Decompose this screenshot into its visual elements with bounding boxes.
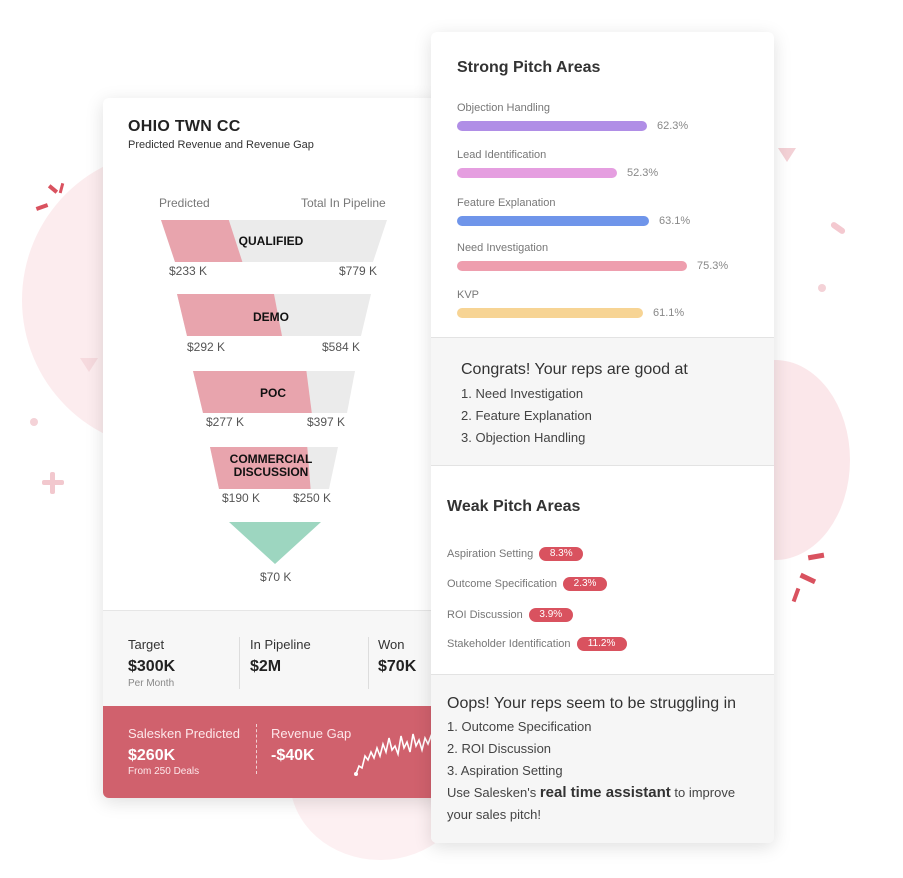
- weak-pitch-title: Weak Pitch Areas: [447, 498, 581, 515]
- strong-area-bar: [457, 168, 617, 178]
- assistant-cta: Use Salesken's real time assistant to im…: [447, 782, 757, 826]
- gap-label: Revenue Gap: [271, 726, 352, 741]
- plus-icon: [42, 472, 64, 494]
- predicted-column-header: Predicted: [159, 196, 210, 210]
- congrats-panel: Congrats! Your reps are good at 1. Need …: [431, 337, 774, 466]
- struggle-item: 2. ROI Discussion: [447, 741, 552, 756]
- weak-area-percent-badge: 11.2%: [576, 637, 627, 651]
- stage-pipeline-value: $250 K: [293, 491, 332, 505]
- stat-label: Target: [128, 637, 165, 652]
- predicted-value: $260K: [128, 747, 176, 764]
- funnel-stage-predicted: [210, 447, 311, 489]
- strong-pitch-title: Strong Pitch Areas: [457, 59, 601, 76]
- stage-predicted-value: $277 K: [206, 415, 245, 429]
- stat-value: $2M: [250, 658, 282, 675]
- dot-icon: [818, 284, 826, 292]
- stage-pipeline-value: $584 K: [322, 340, 361, 354]
- stats-panel: Target $300K Per Month In Pipeline $2M W…: [103, 610, 443, 706]
- cta-highlight: real time assistant: [539, 784, 671, 801]
- strong-area-bar: [457, 121, 647, 131]
- weak-area-percent-badge: 2.3%: [563, 577, 608, 591]
- funnel-bottom-won: [229, 522, 321, 564]
- sparkline-chart-icon: [354, 733, 440, 776]
- stat-value: $70K: [378, 658, 417, 675]
- weak-area-label: Stakeholder Identification: [447, 638, 571, 650]
- weak-area-percent-badge: 8.3%: [539, 547, 584, 561]
- revenue-gap: Revenue Gap -$40K: [271, 726, 351, 765]
- revenue-card: OHIO TWN CC Predicted Revenue and Revenu…: [103, 98, 443, 798]
- sales-funnel: [161, 220, 387, 564]
- stage-label-line: COMMERCIAL: [229, 452, 313, 466]
- triangle-icon: [778, 148, 796, 162]
- struggle-panel: Oops! Your reps seem to be struggling in…: [431, 674, 774, 843]
- stage-pipeline-value: $397 K: [307, 415, 346, 429]
- funnel-bottom-value: $70 K: [260, 570, 292, 584]
- congrats-item: 3. Objection Handling: [461, 430, 586, 445]
- strong-area-percent: 52.3%: [627, 167, 659, 179]
- stat-label: Won: [378, 637, 405, 652]
- gap-value: -$40K: [271, 747, 315, 764]
- strong-area-bar: [457, 261, 687, 271]
- stage-pipeline-value: $779 K: [339, 264, 378, 278]
- congrats-item: 2. Feature Explanation: [461, 408, 592, 423]
- congrats-title: Congrats! Your reps are good at: [461, 361, 688, 378]
- stat-target: Target $300K Per Month: [128, 637, 175, 689]
- strong-area-label: Need Investigation: [457, 242, 549, 254]
- stage-label-line: DISCUSSION: [233, 465, 309, 479]
- predicted-note: From 250 Deals: [128, 766, 200, 777]
- weak-area-label: Outcome Specification: [447, 578, 558, 590]
- funnel-stage-predicted: [177, 294, 282, 336]
- stage-label-demo: DEMO: [253, 310, 289, 324]
- strong-area-label: Feature Explanation: [457, 197, 556, 209]
- weak-area-label: Aspiration Setting: [447, 548, 534, 560]
- pipeline-column-header: Total In Pipeline: [301, 196, 386, 210]
- salesken-predicted: Salesken Predicted $260K From 250 Deals: [128, 726, 240, 777]
- stage-label-poc: POC: [259, 386, 286, 400]
- dot-icon: [30, 418, 38, 426]
- strong-area-label: Objection Handling: [457, 102, 550, 114]
- predicted-label: Salesken Predicted: [128, 726, 241, 741]
- strong-area-label: Lead Identification: [457, 149, 547, 161]
- pitch-areas-card: Strong Pitch Areas Objection Handling 62.…: [431, 32, 774, 843]
- stage-label-qualified: QUALIFIED: [238, 234, 304, 248]
- triangle-icon: [80, 358, 98, 372]
- divider: [256, 724, 257, 774]
- struggle-title: Oops! Your reps seem to be struggling in: [447, 695, 737, 712]
- strong-area-percent: 63.1%: [659, 215, 691, 227]
- strong-area-label: KVP: [457, 289, 480, 301]
- funnel-stage-predicted: [193, 371, 312, 413]
- sparkle-icon: [35, 182, 65, 211]
- strong-area-bar: [457, 216, 649, 226]
- strong-area-percent: 75.3%: [697, 260, 729, 272]
- strong-area-bar: [457, 308, 643, 318]
- card-subtitle: Predicted Revenue and Revenue Gap: [128, 139, 314, 151]
- cta-prefix: Use Salesken's: [447, 785, 537, 800]
- congrats-item: 1. Need Investigation: [461, 386, 584, 401]
- stat-won: Won $70K: [378, 637, 416, 676]
- stat-value: $300K: [128, 658, 176, 675]
- struggle-item: 3. Aspiration Setting: [447, 763, 563, 778]
- weak-area-percent-badge: 3.9%: [528, 608, 573, 622]
- stage-predicted-value: $233 K: [169, 264, 208, 278]
- stat-pipeline: In Pipeline $2M: [250, 637, 311, 676]
- divider: [239, 637, 240, 689]
- strong-area-percent: 61.1%: [653, 307, 685, 319]
- stat-label: In Pipeline: [250, 637, 311, 652]
- struggle-item: 1. Outcome Specification: [447, 719, 592, 734]
- sparkle-icon: [791, 552, 825, 603]
- stage-predicted-value: $190 K: [222, 491, 261, 505]
- funnel-stage-predicted: [161, 220, 243, 262]
- dash-icon: [830, 222, 846, 234]
- divider: [368, 637, 369, 689]
- stat-note: Per Month: [128, 678, 175, 689]
- prediction-banner: Salesken Predicted $260K From 250 Deals …: [103, 706, 443, 798]
- stage-label-commercial-discussion: COMMERCIAL DISCUSSION: [221, 453, 321, 479]
- strong-area-percent: 62.3%: [657, 120, 689, 132]
- weak-area-label: ROI Discussion: [447, 609, 523, 621]
- cta-suffix: to improve your sales pitch!: [447, 785, 736, 822]
- stage-predicted-value: $292 K: [187, 340, 226, 354]
- card-title: OHIO TWN CC: [128, 118, 241, 135]
